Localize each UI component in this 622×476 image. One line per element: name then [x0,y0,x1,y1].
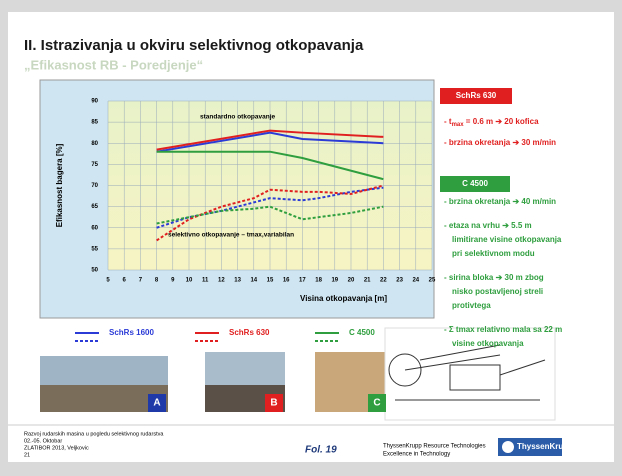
panel-item: - brzina okretanja ➔ 40 m/min [444,197,556,206]
x-tick-label: 23 [396,278,403,284]
y-tick-label: 75 [91,162,98,168]
company-text: ThyssenKrupp Resource Technologies [383,444,486,450]
y-axis-label: Efikasnost bagera [%] [55,143,64,227]
x-tick-label: 18 [315,278,322,284]
x-tick-label: 7 [139,278,143,284]
x-tick-label: 20 [348,278,355,284]
x-tick-label: 21 [364,278,371,284]
annotation: standardno otkopavanje [200,114,276,121]
x-tick-label: 6 [123,278,127,284]
x-tick-label: 17 [299,278,306,284]
x-tick-label: 9 [171,278,175,284]
item-sub: max [452,122,465,128]
logo-text: ThyssenKrupp [517,442,573,451]
x-tick-label: 13 [234,278,241,284]
photo-badge [265,394,283,412]
logo [498,438,562,456]
title: II. Istrazivanja u okviru selektivnog ot… [24,37,364,54]
x-tick-label: 16 [283,278,290,284]
x-tick-label: 22 [380,278,387,284]
y-tick-label: 50 [91,268,98,274]
x-tick-label: 19 [331,278,338,284]
y-tick-label: 65 [91,204,98,210]
panel-header-text: SchRs 630 [456,91,497,100]
x-tick-label: 14 [250,278,257,284]
photo-ground [40,385,168,412]
x-tick-label: 24 [412,278,419,284]
panel-item: limitirane visine otkopavanja [452,235,562,244]
machine-drawing [388,344,546,401]
panel-item: - tmax = 0.6 m ➔ 20 kofica [444,117,539,127]
item-part: - t [444,117,452,126]
series-line [156,184,384,242]
x-tick-label: 15 [267,278,274,284]
subtitle: „Efikasnost RB - Poredjenje“ [24,57,203,72]
footer-text: 02.-05. Oktobar [24,438,62,444]
footer-text: ZLATIBOR 2013, Veljkovic [24,445,89,451]
folio: Fol. 19 [305,445,337,456]
panel-item: - etaza na vrhu ➔ 5.5 m [444,221,532,230]
photo-label: C [373,398,380,409]
series-line [156,150,384,181]
photo-label: A [153,398,160,409]
series-line [156,131,384,153]
legend-label: SchRs 630 [229,328,270,337]
legend-label: C 4500 [349,328,375,337]
diagram-image [384,327,556,421]
x-tick-label: 8 [155,278,159,284]
panel-item: - Σ tmax relativno mala sa 22 m [444,325,562,334]
y-tick-label: 70 [91,183,98,189]
logo-icon [502,441,514,453]
x-tick-label: 5 [106,278,110,284]
company-text: Excellence in Technology [383,452,450,458]
panel-header-text: C 4500 [462,179,488,188]
x-axis-label: Visina otkopavanja [m] [300,294,387,303]
y-tick-label: 80 [91,141,98,147]
panel-item: nisko postavljenoj streli [452,287,543,296]
panel-item: visine otkopavanja [452,339,524,348]
annotation: selektivno otkopavanje – tmax,variabilan [168,232,294,239]
x-tick-label: 10 [186,278,193,284]
photo-badge [148,394,166,412]
panel-item: protivtega [452,301,491,310]
y-tick-label: 55 [91,246,98,252]
x-tick-label: 25 [429,278,436,284]
item-part: = 0.6 m ➔ 20 kofica [464,117,540,126]
footer-text: Razvoj rudarskih masina u pogledu selekt… [24,431,164,437]
y-tick-label: 90 [91,99,98,105]
legend-label: SchRs 1600 [109,328,154,337]
panel-header [440,88,512,104]
footer-text: 21 [24,452,30,458]
series-line [156,205,384,225]
photo-badge [368,394,386,412]
y-tick-label: 60 [91,225,98,231]
y-tick-label: 85 [91,120,98,126]
panel-item: pri selektivnom modu [452,249,535,258]
x-tick-label: 12 [218,278,225,284]
panel-header [440,176,510,192]
panel-item: - sirina bloka ➔ 30 m zbog [444,273,544,282]
photo-label: B [270,398,277,409]
panel-item: - brzina okretanja ➔ 30 m/min [444,138,556,147]
series-line [156,129,384,151]
x-tick-label: 11 [202,278,209,284]
